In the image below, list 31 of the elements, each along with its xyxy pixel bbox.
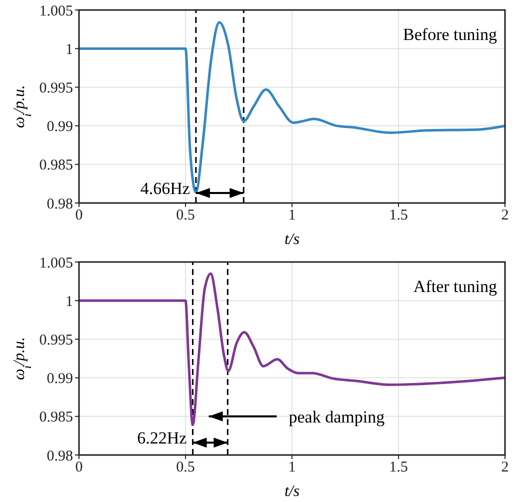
y-tick-label: 1.005 <box>39 3 73 20</box>
y-tick-label: 1 <box>66 294 73 310</box>
annotation: Before tuning <box>403 25 498 44</box>
x-tick-label: 1.5 <box>389 460 408 476</box>
y-tick-label: 0.99 <box>46 119 73 136</box>
x-tick-label: 0.5 <box>176 460 195 476</box>
annotation: After tuning <box>413 277 498 296</box>
x-tick-label: 1.5 <box>389 208 408 224</box>
line-series <box>79 272 505 426</box>
y-tick-label: 0.995 <box>39 80 73 97</box>
y-tick-label: 0.985 <box>39 410 73 426</box>
x-tick-label: 0 <box>75 208 83 224</box>
y-tick-label: 0.98 <box>46 196 73 212</box>
x-tick-label: 1 <box>288 460 296 476</box>
annotation: peak damping <box>288 407 386 426</box>
x-tick-label: 0 <box>75 460 83 476</box>
x-tick-label: 2 <box>501 460 509 476</box>
x-tick-label: 2 <box>501 208 509 224</box>
y-tick-label: 0.985 <box>39 158 73 174</box>
x-axis-title: t/s <box>284 231 300 248</box>
y-tick-label: 1 <box>66 42 73 58</box>
y-tick-label: 0.99 <box>46 371 73 388</box>
annotation: 6.22Hz <box>137 428 188 448</box>
x-tick-label: 1 <box>288 208 296 224</box>
y-tick-label: 1.005 <box>39 255 73 272</box>
y-tick-label: 0.98 <box>46 448 73 464</box>
y-tick-label: 0.995 <box>39 332 73 349</box>
annotation: 4.66Hz <box>140 178 190 198</box>
x-axis-title: t/s <box>284 483 300 500</box>
line-series <box>79 21 505 194</box>
x-tick-label: 0.5 <box>176 208 195 224</box>
